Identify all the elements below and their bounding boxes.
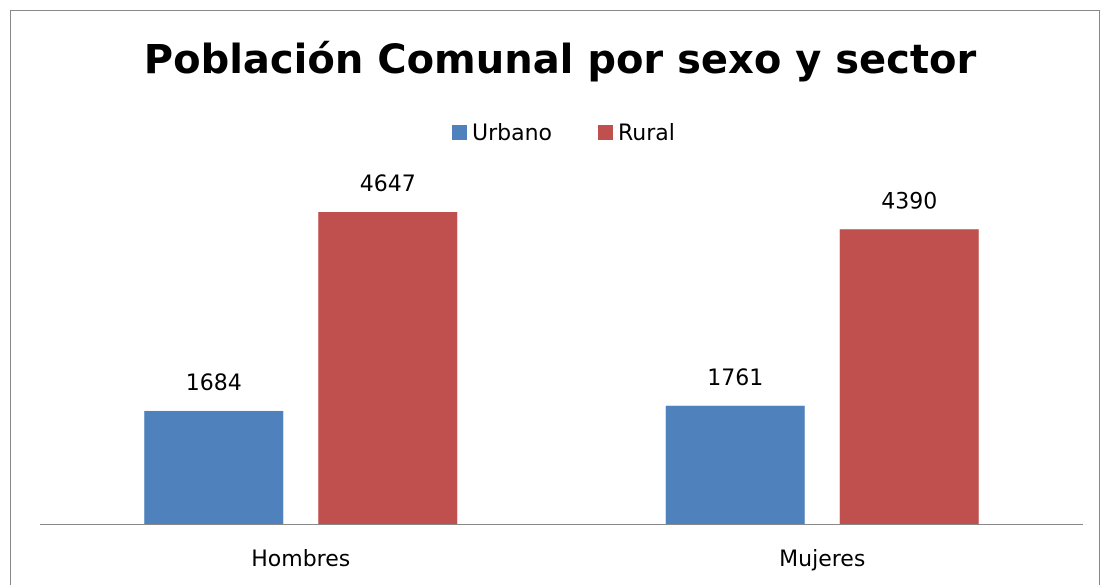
data-label: 1684 [186,371,242,396]
x-tick-label: Mujeres [779,547,865,572]
data-label: 4390 [881,189,937,214]
data-label: 4647 [360,172,416,197]
chart-title: Población Comunal por sexo y sector [144,37,977,83]
bar [665,405,805,524]
bar [318,212,458,524]
legend-label: Urbano [472,121,552,146]
data-label: 1761 [707,366,763,391]
legend-swatch [598,125,613,140]
legend-swatch [452,125,467,140]
legend-label: Rural [618,121,675,146]
bar [839,229,979,524]
bar [144,410,284,524]
x-tick-label: Hombres [251,547,350,572]
